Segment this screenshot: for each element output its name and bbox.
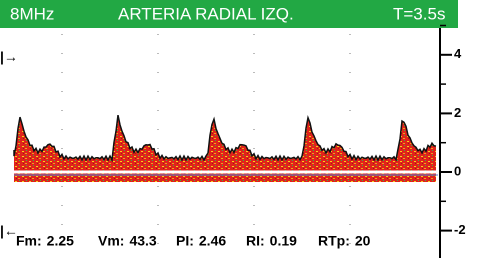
- doppler-screen: 8MHz ARTERIA RADIAL IZQ. T=3.5s |→ |← 42…: [0, 0, 479, 262]
- title: ARTERIA RADIAL IZQ.: [118, 4, 294, 23]
- time: T=3.5s: [393, 4, 445, 23]
- measure-value: 2.46: [199, 233, 226, 249]
- measure-label: Fm:: [16, 233, 42, 249]
- measure-value: 0.19: [270, 233, 297, 249]
- scale-label: 0: [454, 163, 461, 178]
- measure-value: 20: [355, 233, 371, 249]
- scale-label: 2: [454, 105, 461, 120]
- scale-label: 4: [454, 46, 462, 61]
- scale-label: -2: [454, 222, 466, 237]
- measure-label: PI:: [176, 233, 194, 249]
- measure-label: RI:: [246, 233, 265, 249]
- frequency: 8MHz: [10, 4, 54, 23]
- measure-label: RTp:: [318, 233, 350, 249]
- measure-value: 43.3: [129, 233, 156, 249]
- measure-value: 2.25: [47, 233, 74, 249]
- waveform: [14, 34, 438, 250]
- measure-label: Vm:: [98, 233, 124, 249]
- arrow-right: |→: [0, 49, 18, 65]
- page: 8MHz ARTERIA RADIAL IZQ. T=3.5s |→ |← 42…: [0, 0, 479, 262]
